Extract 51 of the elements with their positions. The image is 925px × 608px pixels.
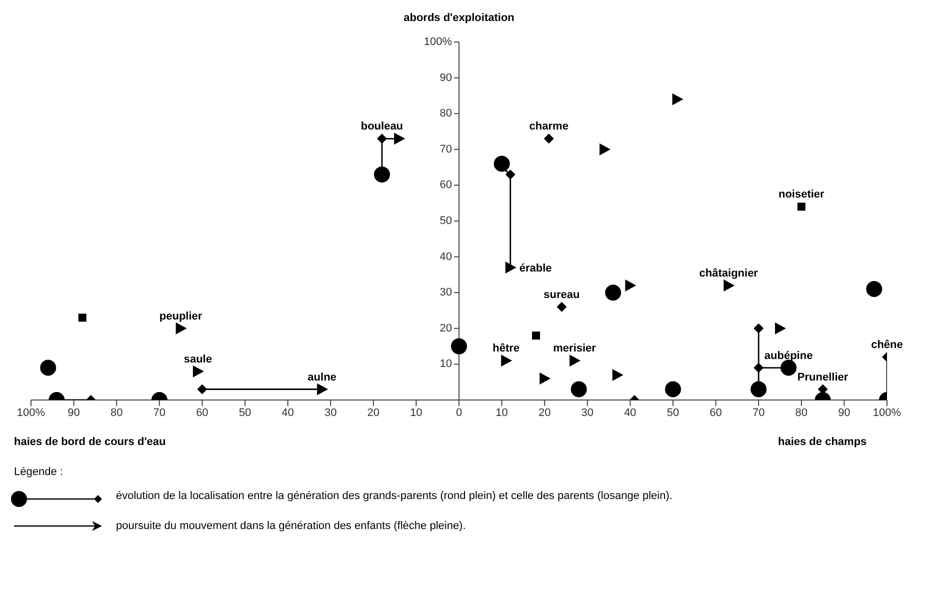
x-tick-label: 90 [838,406,850,419]
x-tick-label: 20 [367,406,380,419]
x-tick-label: 100% [16,406,46,419]
x-tick-label: 60 [710,406,722,419]
x-tick-label: 30 [324,406,337,419]
x-axis-title: haies de bord de cours d'eau [14,436,166,448]
annotation: bouleau [360,120,404,133]
annotation: sureau [544,288,580,301]
x-tick-label: 50 [238,406,252,419]
text: évolution de la localisation entre la génération des grands-parents (rond plein) et celle des parents (losange plein). [116,490,674,503]
y-tick-label: 40 [440,250,452,263]
y-tick-label: 30 [440,286,452,299]
y-tick-label: 90 [440,72,452,84]
text: poursuite du mouvement dans la génération des enfants (flèche pleine). [116,520,466,532]
x-tick-label: 90 [68,406,80,419]
y-tick-label: 70 [440,143,452,156]
y-axis-title: abords d'exploitation [404,12,514,24]
annotation: merisier [553,342,597,355]
text: haies de champs [778,436,867,448]
x-tick-label: 40 [624,406,636,419]
annotation: charme [529,120,568,133]
x-tick-label: 70 [153,406,166,419]
annotation: hêtre [492,342,520,355]
annotation: érable [519,262,552,274]
annotation: Prunellier [797,371,849,384]
x-tick-label: 10 [496,406,508,419]
x-tick-label: 70 [752,406,765,419]
annotation: noisetier [778,188,826,201]
x-tick-label: 0 [456,406,462,419]
annotation: peuplier [159,310,203,322]
x-tick-label: 30 [581,406,594,419]
y-tick-label: 100% [424,36,452,48]
annotation: aulne [308,371,336,384]
x-tick-label: 100% [872,406,902,419]
y-tick-label: 10 [440,358,452,370]
annotation: chêne [871,339,903,352]
x-tick-label: 50 [666,406,680,419]
x-tick-label: 60 [196,406,208,419]
x-tick-label: 40 [282,406,294,419]
y-tick-label: 50 [440,215,452,227]
text: Légende : [14,466,64,478]
x-tick-label: 80 [110,406,123,419]
annotation: aubépine [764,350,813,362]
y-tick-label: 80 [440,108,452,120]
annotation: châtaignier [699,267,759,280]
y-tick-label: 60 [440,179,452,192]
x-tick-label: 80 [795,406,808,419]
y-tick-label: 20 [440,322,452,334]
x-tick-label: 20 [538,406,551,419]
annotation: saule [184,353,212,366]
x-tick-label: 10 [410,406,422,419]
